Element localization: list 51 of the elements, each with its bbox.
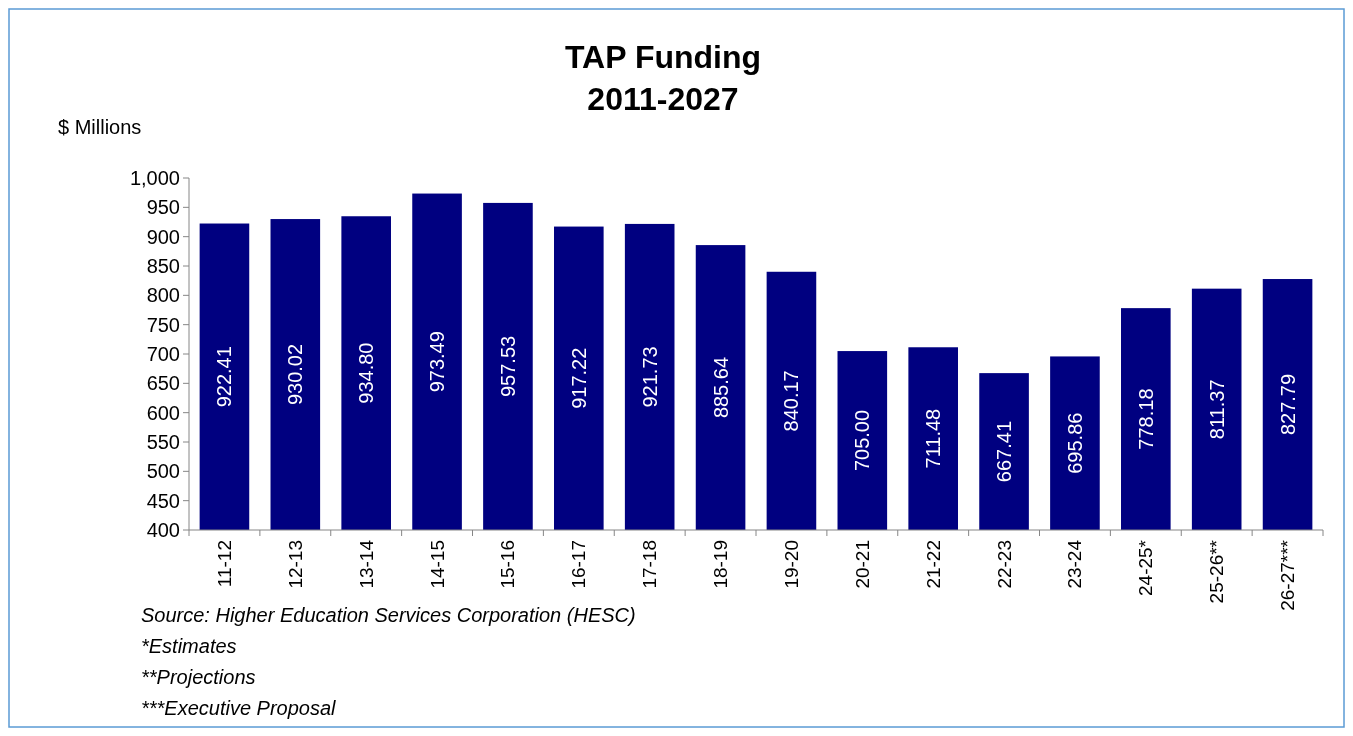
data-label: 811.37 [1205,379,1228,440]
x-tick-label: 20-21 [851,540,873,589]
x-tick-label: 11-12 [213,540,235,588]
y-tick-label: 650 [146,372,180,395]
text: **Projections [141,666,256,688]
y-tick-label: 450 [146,489,180,512]
data-label: 667.41 [993,420,1016,483]
x-tick-label: 16-17 [568,540,590,589]
text: *Estimates [141,635,237,657]
x-tick-label: 12-13 [284,540,306,589]
x-tick-label: 22-23 [993,540,1015,589]
data-label: 921.73 [638,346,661,408]
y-tick-label: 750 [146,313,180,336]
data-label: 711.48 [922,408,945,469]
text: ***Executive Proposal [141,697,337,719]
y-tick-label: 850 [146,255,180,277]
y-axis-title: $ Millions [58,116,142,138]
data-label: 778.18 [1134,388,1157,450]
y-tick-label: 700 [146,343,180,365]
x-tick-label: 19-20 [780,540,802,589]
y-tick-label: 600 [146,401,180,424]
y-tick-label: 1,000 [129,167,180,189]
x-tick-label: 26-27*** [1277,539,1299,611]
data-label: 917.22 [567,347,590,409]
y-tick-label: 500 [146,460,180,483]
x-tick-label: 21-22 [922,540,944,589]
y-tick-label: 550 [146,431,180,453]
data-label: 957.53 [496,335,519,398]
y-tick-label: 400 [146,519,180,541]
source-note: Source: Higher Education Services Corporation (HESC) [141,604,636,626]
x-tick-label: 24-25* [1135,539,1157,596]
chart-title: TAP Funding 2011-2027 [564,39,762,117]
data-label: 930.02 [284,343,307,406]
data-label: 695.86 [1063,412,1086,474]
data-label: 705.00 [851,409,874,472]
y-tick-label: 900 [146,225,180,248]
data-label: 840.17 [780,370,803,432]
y-tick-label: 950 [146,196,180,219]
x-tick-label: 17-18 [639,540,661,589]
data-label: 827.79 [1276,373,1299,436]
data-label: 922.41 [213,346,236,408]
data-label: 973.49 [426,331,449,393]
data-label: 934.80 [355,342,378,404]
x-tick-label: 15-16 [497,540,519,589]
data-label: 885.64 [709,356,732,419]
x-tick-label: 25-26** [1206,539,1228,604]
x-tick-label: 14-15 [426,540,448,589]
x-tick-label: 13-14 [355,539,377,589]
y-tick-label: 800 [146,284,180,307]
x-tick-label: 18-19 [710,540,732,589]
x-tick-label: 23-24 [1064,539,1086,589]
